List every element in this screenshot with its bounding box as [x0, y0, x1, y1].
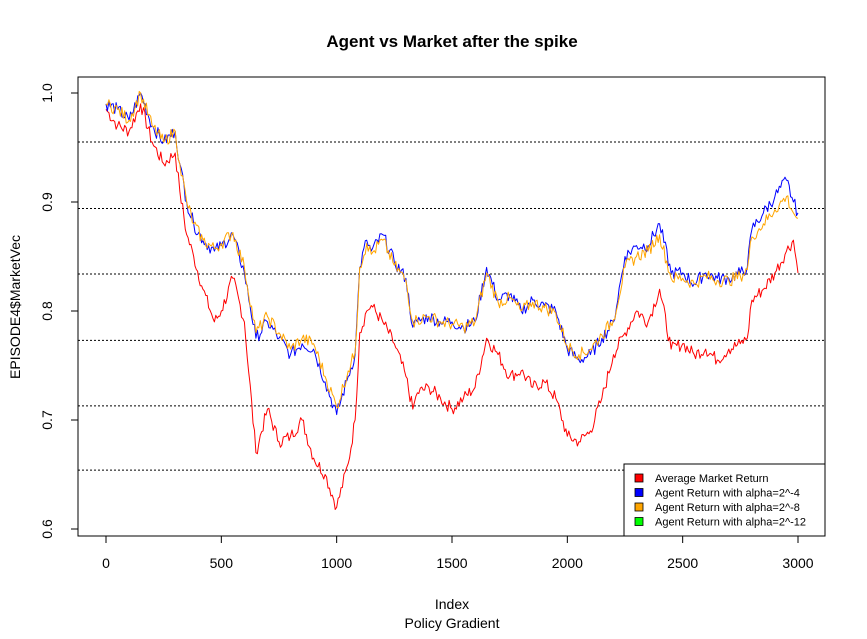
y-tick-label: 0.7 — [39, 410, 55, 430]
series-line — [105, 90, 799, 409]
legend-label: Agent Return with alpha=2^-12 — [655, 517, 806, 529]
y-tick-label: 0.6 — [39, 519, 55, 539]
y-tick-label: 1.0 — [39, 83, 55, 103]
series-line — [105, 103, 799, 510]
legend-label: Agent Return with alpha=2^-8 — [655, 502, 800, 514]
y-tick-label: 0.8 — [39, 301, 55, 321]
x-tick-label: 3000 — [782, 555, 813, 571]
x-axis: 0 500 1000 1500 2000 2500 3000 — [102, 535, 814, 571]
legend: Average Market Return Agent Return with a… — [623, 463, 826, 537]
legend-swatch — [634, 517, 644, 526]
x-tick-label: 0 — [102, 555, 110, 571]
y-axis: 0.6 0.7 0.8 0.9 1.0 — [39, 83, 79, 539]
legend-swatch — [634, 502, 644, 512]
chart-title: Agent vs Market after the spike — [326, 32, 577, 51]
series-layer — [105, 90, 799, 510]
legend-box — [623, 463, 826, 537]
y-tick-label: 0.9 — [39, 192, 55, 212]
x-axis-label: Index — [435, 596, 469, 612]
y-axis-label: EPISODE4$MarketVec — [7, 235, 23, 379]
x-tick-label: 2000 — [552, 555, 583, 571]
legend-label: Agent Return with alpha=2^-4 — [655, 488, 800, 500]
x-tick-label: 1000 — [321, 555, 352, 571]
x-tick-label: 2500 — [667, 555, 698, 571]
legend-swatch — [634, 488, 644, 497]
x-axis-sublabel: Policy Gradient — [405, 615, 500, 631]
x-tick-label: 1500 — [436, 555, 467, 571]
legend-label: Average Market Return — [655, 473, 769, 485]
series-line — [105, 92, 799, 416]
reference-lines — [78, 141, 825, 471]
x-tick-label: 500 — [210, 555, 234, 571]
legend-swatch — [634, 473, 644, 483]
